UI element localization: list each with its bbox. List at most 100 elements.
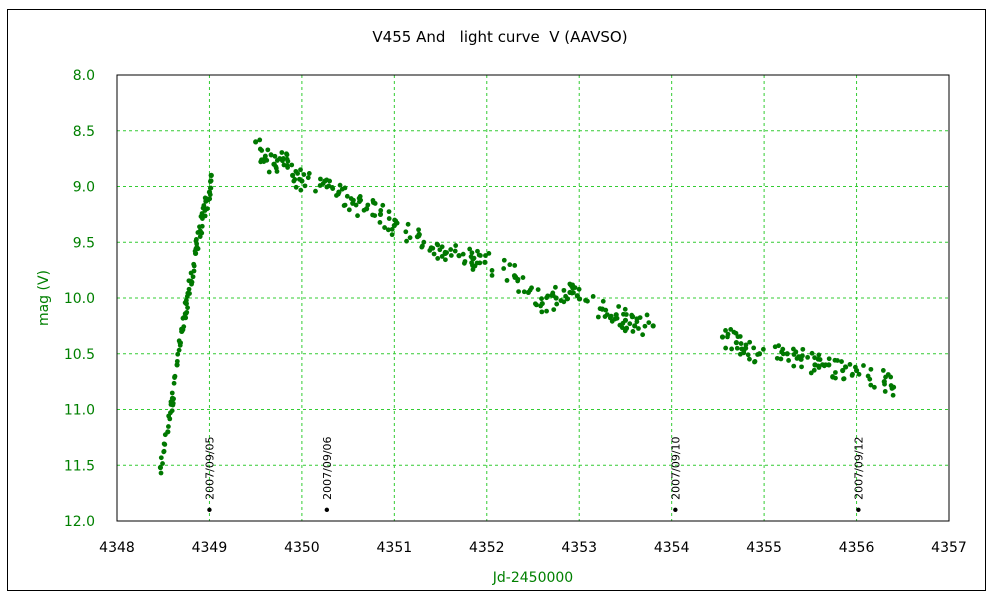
data-point-cluster	[208, 173, 214, 178]
data-point-cluster	[474, 260, 480, 266]
data-point-cluster	[172, 374, 178, 380]
y-axis-label: mag (V)	[36, 270, 52, 326]
data-point-cluster	[257, 137, 263, 143]
data-point-cluster	[595, 314, 601, 320]
x-tick-label: 4351	[377, 540, 413, 556]
data-point-cluster	[512, 275, 518, 280]
data-point-cluster	[872, 384, 877, 390]
date-marker-point	[324, 507, 330, 513]
data-point	[482, 259, 488, 265]
data-point-cluster	[452, 248, 458, 254]
data-point-cluster	[516, 289, 521, 294]
data-point-cluster	[377, 219, 383, 225]
data-point-cluster	[195, 230, 201, 235]
data-point-cluster	[262, 153, 268, 159]
data-point-cluster	[614, 315, 620, 321]
date-marker-label: 2007/09/05	[203, 436, 216, 499]
data-point-cluster	[569, 290, 575, 296]
data-point-cluster	[185, 305, 190, 311]
data-point-cluster	[372, 201, 378, 206]
data-point-cluster	[437, 247, 443, 253]
data-point-cluster	[554, 301, 560, 307]
data-point-cluster	[353, 202, 359, 208]
data-point-cluster	[550, 290, 556, 296]
data-point-cluster	[728, 326, 734, 332]
y-tick-label: 8.0	[73, 68, 95, 84]
data-point	[784, 351, 790, 357]
date-marker-label: 2007/09/10	[669, 436, 682, 499]
data-point-cluster	[868, 366, 874, 372]
data-point-cluster	[386, 209, 392, 215]
data-point-cluster	[187, 291, 192, 296]
data-point	[650, 323, 656, 329]
data-point-cluster	[306, 171, 312, 176]
date-marker-label: 2007/09/12	[852, 436, 865, 499]
data-point-cluster	[467, 246, 473, 252]
data-point-cluster	[176, 338, 182, 344]
data-point-cluster	[180, 327, 186, 333]
data-point-cluster	[890, 392, 896, 398]
data-point-cluster	[293, 184, 299, 190]
data-point	[157, 464, 164, 471]
data-point-cluster	[815, 363, 821, 369]
data-point-cluster	[882, 389, 888, 394]
data-point-cluster	[207, 192, 213, 198]
data-point-cluster	[284, 152, 290, 158]
data-point-cluster	[622, 306, 628, 312]
date-markers: 2007/09/05 2007/09/06 2007/09/10 2007/09/12	[203, 436, 865, 513]
data-point-cluster	[772, 344, 778, 350]
data-point-cluster	[298, 187, 304, 193]
data-point-cluster	[169, 408, 175, 414]
date-marker-label: 2007/09/06	[321, 436, 334, 499]
data-point-cluster	[208, 178, 214, 184]
data-point-cluster	[329, 185, 335, 190]
x-tick-label: 4350	[284, 540, 320, 556]
data-point-cluster	[786, 358, 791, 363]
data-point-cluster	[175, 351, 181, 357]
x-tick-label: 4349	[192, 540, 228, 556]
x-tick-label: 4348	[99, 540, 135, 556]
data-point-cluster	[867, 376, 873, 382]
y-tick-label: 10.5	[64, 347, 95, 363]
data-point-cluster	[160, 461, 165, 466]
data-point-cluster	[745, 352, 751, 358]
data-point-cluster	[337, 182, 343, 188]
data-point	[290, 172, 296, 178]
data-point-cluster	[453, 243, 459, 248]
data-point-cluster	[774, 355, 780, 361]
y-tick-label: 11.5	[64, 458, 95, 474]
data-point-cluster	[600, 298, 606, 304]
data-point-cluster	[741, 348, 747, 354]
data-point-cluster	[191, 268, 197, 274]
data-point-cluster	[416, 227, 421, 233]
data-point-cluster	[734, 345, 740, 351]
data-point-cluster	[723, 328, 728, 333]
data-point-cluster	[843, 364, 848, 370]
data-point-cluster	[344, 193, 350, 199]
data-point-cluster	[469, 250, 475, 256]
data-point-cluster	[208, 185, 214, 191]
grid	[117, 75, 949, 521]
data-point-cluster	[489, 268, 495, 273]
data-point-cluster	[630, 329, 636, 334]
data-point-cluster	[800, 353, 805, 359]
data-point-cluster	[161, 441, 167, 447]
data-point-cluster	[292, 177, 298, 182]
data-point-cluster	[284, 156, 290, 162]
data-point-cluster	[358, 197, 364, 203]
data-point-cluster	[443, 257, 448, 263]
data-point-cluster	[313, 188, 318, 194]
data-point-cluster	[174, 358, 180, 364]
data-point-cluster	[856, 371, 862, 377]
data-point-cluster	[403, 229, 409, 235]
x-tick-label: 4353	[561, 540, 597, 556]
data-point-cluster	[477, 253, 483, 258]
data-point-cluster	[285, 165, 291, 170]
data-point-cluster	[419, 243, 425, 249]
data-point-cluster	[471, 255, 477, 261]
data-point-cluster	[504, 278, 510, 283]
data-point-cluster	[448, 247, 454, 252]
data-point-cluster	[204, 206, 210, 212]
data-point-cluster	[355, 213, 360, 219]
